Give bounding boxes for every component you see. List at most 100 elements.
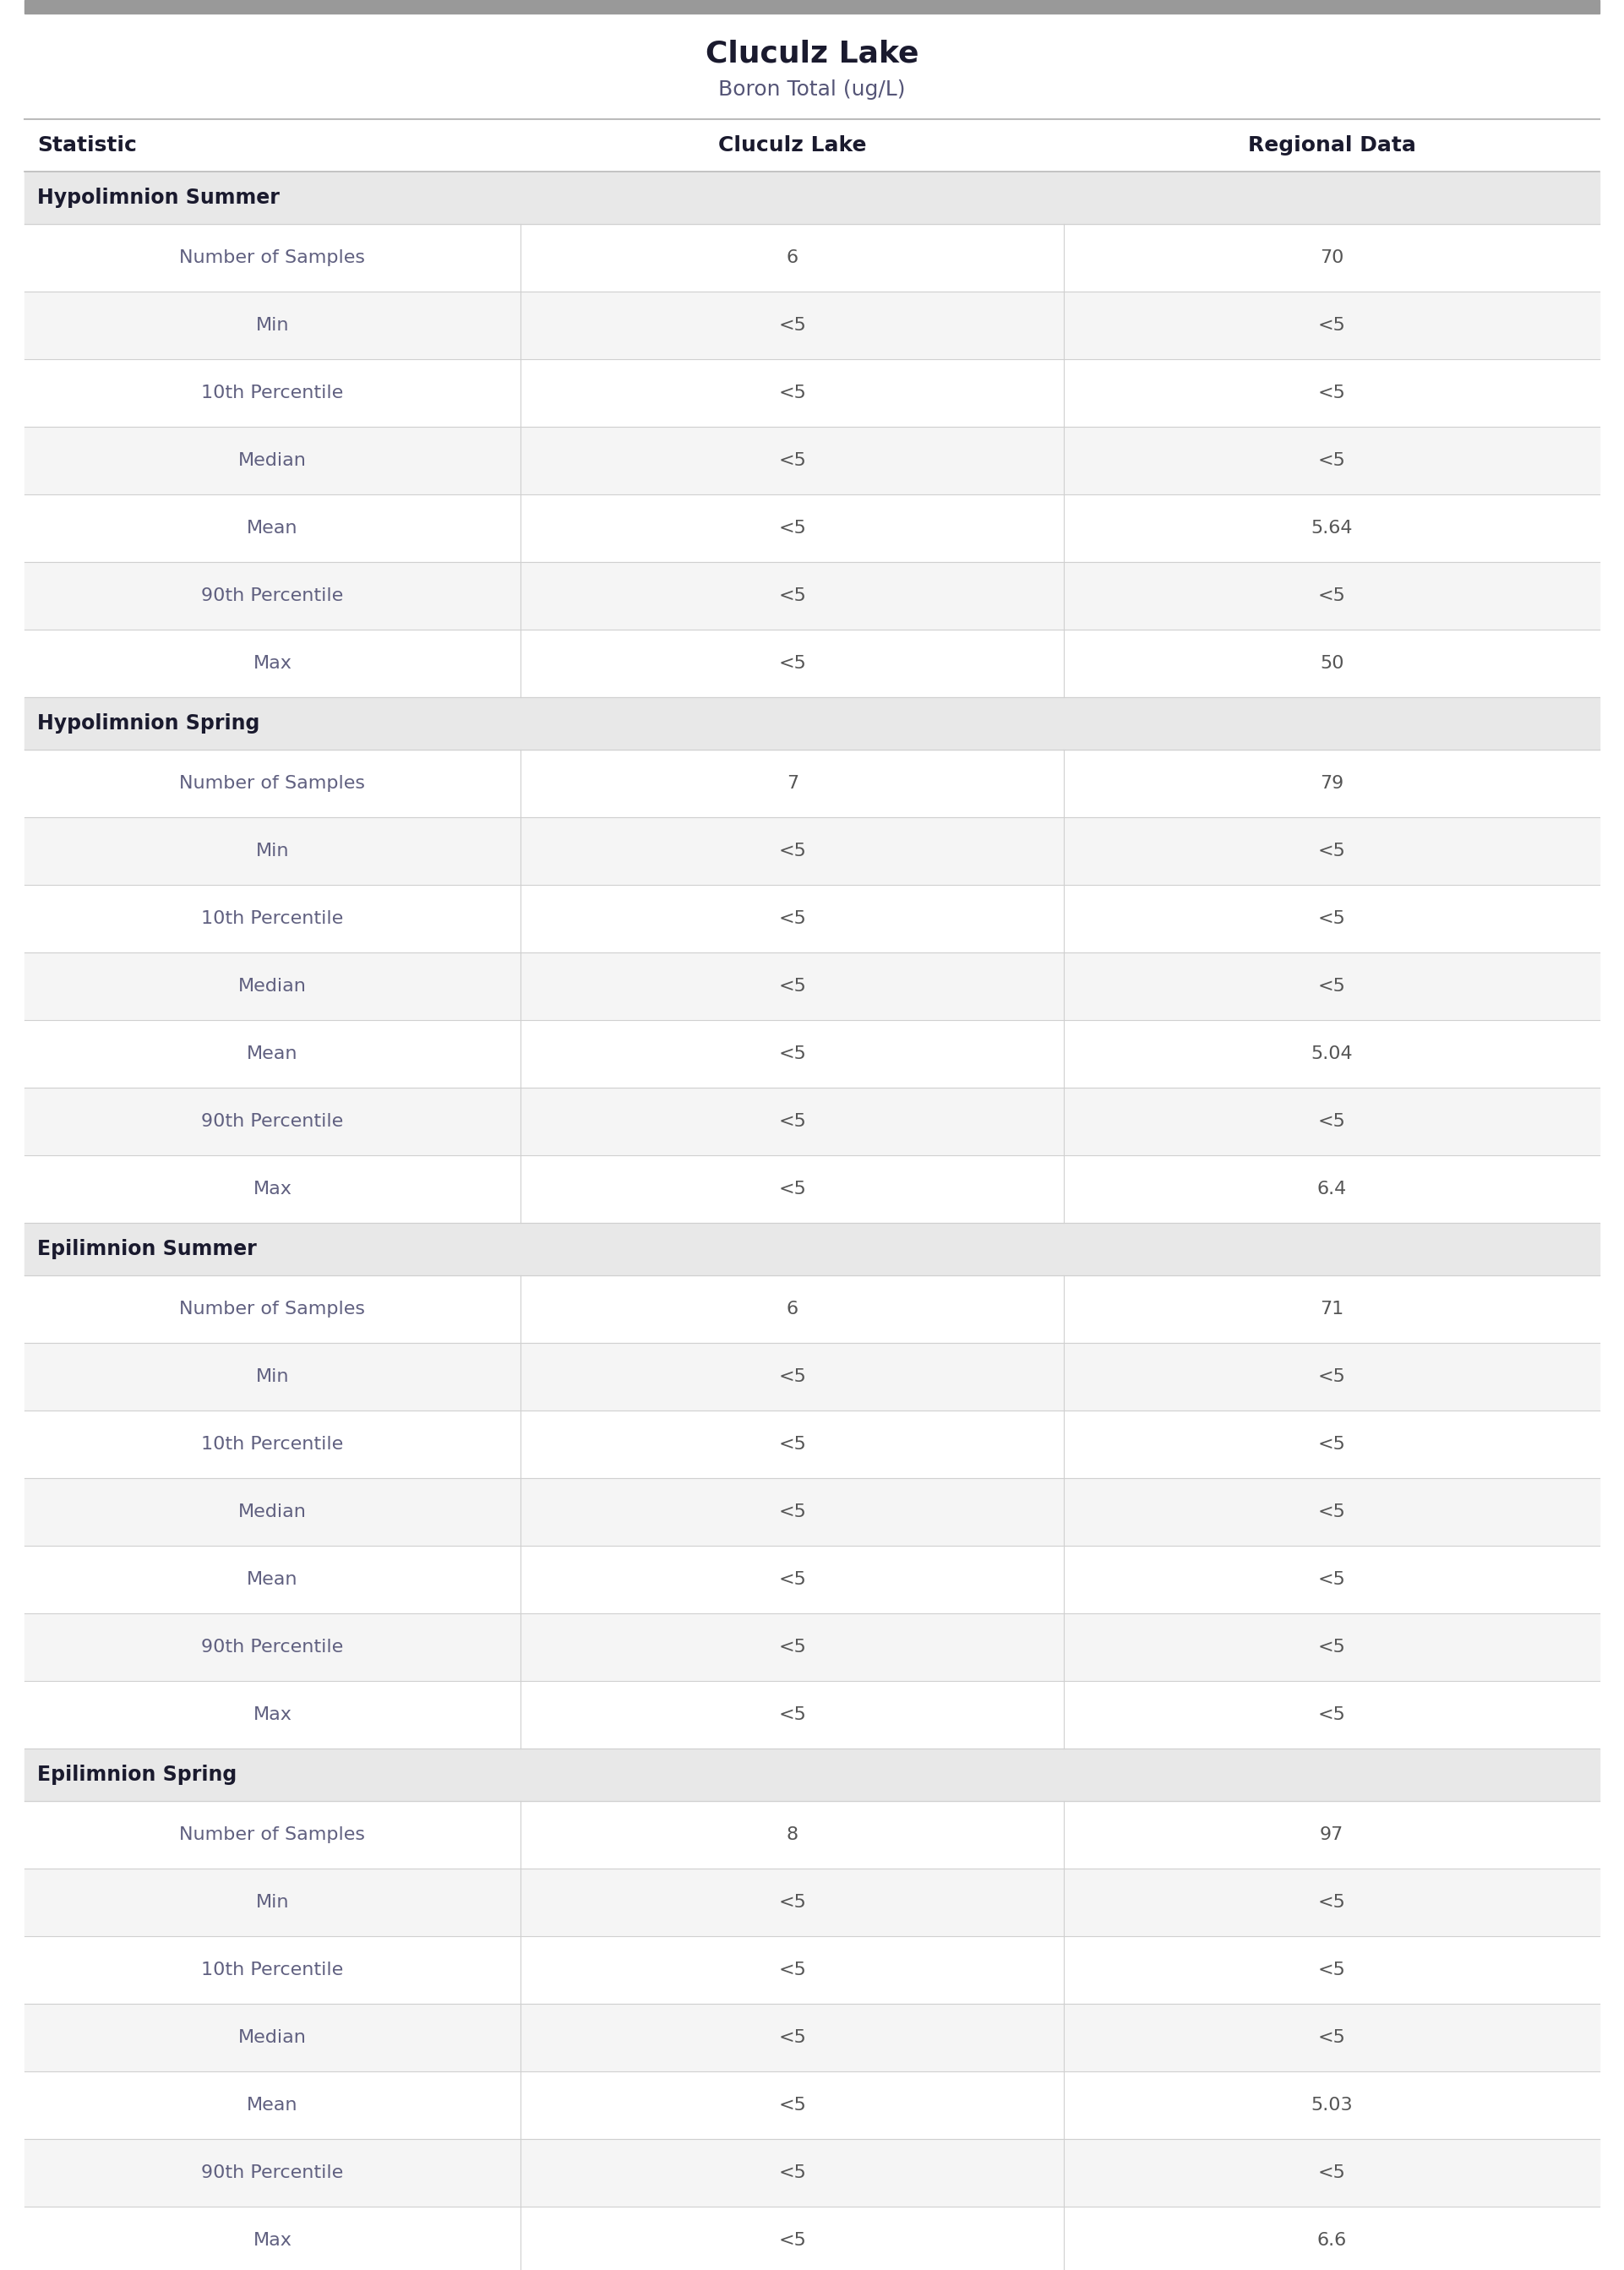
Bar	[24, 1087, 1600, 1155]
Text: <5: <5	[778, 1046, 806, 1062]
Text: 79: 79	[1320, 774, 1343, 792]
Bar	[24, 1546, 1600, 1614]
Text: <5: <5	[1319, 910, 1346, 926]
Bar	[24, 953, 1600, 1019]
Bar	[24, 2138, 1600, 2206]
Text: <5: <5	[1319, 2029, 1346, 2045]
Text: 10th Percentile: 10th Percentile	[201, 1961, 344, 1979]
Bar	[24, 0, 1600, 14]
Bar	[24, 885, 1600, 953]
Text: Mean: Mean	[247, 1571, 299, 1589]
Text: <5: <5	[778, 1707, 806, 1723]
Text: <5: <5	[778, 384, 806, 402]
Bar	[24, 1155, 1600, 1224]
Text: 10th Percentile: 10th Percentile	[201, 384, 344, 402]
Text: Statistic: Statistic	[37, 136, 136, 157]
Bar	[24, 749, 1600, 817]
Bar	[24, 1344, 1600, 1410]
Text: 5.64: 5.64	[1311, 520, 1353, 536]
Text: <5: <5	[778, 656, 806, 672]
Text: Mean: Mean	[247, 1046, 299, 1062]
Bar	[24, 1800, 1600, 1868]
Bar	[24, 1748, 1600, 1800]
Text: <5: <5	[1319, 978, 1346, 994]
Bar	[24, 1019, 1600, 1087]
Bar	[24, 2004, 1600, 2073]
Text: 6.4: 6.4	[1317, 1180, 1346, 1199]
Text: <5: <5	[1319, 588, 1346, 604]
Text: 10th Percentile: 10th Percentile	[201, 1437, 344, 1453]
Text: <5: <5	[1319, 1437, 1346, 1453]
Bar	[24, 118, 1600, 173]
Text: 90th Percentile: 90th Percentile	[201, 2163, 344, 2181]
Text: 6.6: 6.6	[1317, 2231, 1346, 2250]
Text: 6: 6	[786, 250, 799, 266]
Text: <5: <5	[778, 1180, 806, 1199]
Bar	[24, 1410, 1600, 1478]
Text: Min: Min	[255, 1369, 289, 1385]
Text: 90th Percentile: 90th Percentile	[201, 588, 344, 604]
Text: <5: <5	[778, 1503, 806, 1521]
Text: <5: <5	[1319, 1369, 1346, 1385]
Text: Median: Median	[239, 978, 307, 994]
Text: Max: Max	[253, 2231, 292, 2250]
Text: <5: <5	[778, 1961, 806, 1979]
Bar	[24, 629, 1600, 697]
Text: <5: <5	[1319, 384, 1346, 402]
Text: <5: <5	[778, 2231, 806, 2250]
Text: Epilimnion Summer: Epilimnion Summer	[37, 1239, 257, 1260]
Text: 5.04: 5.04	[1311, 1046, 1353, 1062]
Bar	[24, 2073, 1600, 2138]
Text: Boron Total (ug/L): Boron Total (ug/L)	[718, 79, 906, 100]
Text: Hypolimnion Spring: Hypolimnion Spring	[37, 713, 260, 733]
Text: <5: <5	[778, 2029, 806, 2045]
Text: <5: <5	[1319, 1571, 1346, 1589]
Bar	[24, 1868, 1600, 1936]
Text: Regional Data: Regional Data	[1247, 136, 1416, 157]
Text: <5: <5	[778, 1437, 806, 1453]
Text: <5: <5	[778, 2163, 806, 2181]
Bar	[24, 697, 1600, 749]
Text: <5: <5	[1319, 1112, 1346, 1130]
Text: <5: <5	[1319, 1893, 1346, 1911]
Text: <5: <5	[1319, 1707, 1346, 1723]
Text: Epilimnion Spring: Epilimnion Spring	[37, 1764, 237, 1784]
Text: Max: Max	[253, 656, 292, 672]
Text: Number of Samples: Number of Samples	[180, 1827, 365, 1843]
Bar	[24, 1276, 1600, 1344]
Text: 10th Percentile: 10th Percentile	[201, 910, 344, 926]
Text: Min: Min	[255, 1893, 289, 1911]
Bar	[24, 14, 1600, 118]
Text: <5: <5	[778, 1893, 806, 1911]
Text: <5: <5	[1319, 452, 1346, 470]
Text: Hypolimnion Summer: Hypolimnion Summer	[37, 188, 279, 209]
Text: <5: <5	[778, 842, 806, 860]
Text: 90th Percentile: 90th Percentile	[201, 1112, 344, 1130]
Bar	[24, 2206, 1600, 2270]
Text: 7: 7	[786, 774, 799, 792]
Text: 6: 6	[786, 1301, 799, 1317]
Text: Max: Max	[253, 1707, 292, 1723]
Bar	[24, 495, 1600, 563]
Text: Number of Samples: Number of Samples	[180, 250, 365, 266]
Text: Min: Min	[255, 318, 289, 334]
Text: Mean: Mean	[247, 520, 299, 536]
Text: <5: <5	[778, 2097, 806, 2113]
Text: 8: 8	[786, 1827, 799, 1843]
Text: <5: <5	[778, 910, 806, 926]
Text: <5: <5	[778, 318, 806, 334]
Bar	[24, 291, 1600, 359]
Text: <5: <5	[1319, 1503, 1346, 1521]
Bar	[24, 1224, 1600, 1276]
Bar	[24, 1478, 1600, 1546]
Text: <5: <5	[1319, 318, 1346, 334]
Bar	[24, 1682, 1600, 1748]
Bar	[24, 427, 1600, 495]
Bar	[24, 1936, 1600, 2004]
Text: <5: <5	[778, 1112, 806, 1130]
Bar	[24, 359, 1600, 427]
Text: Number of Samples: Number of Samples	[180, 774, 365, 792]
Bar	[24, 173, 1600, 225]
Bar	[24, 225, 1600, 291]
Text: 70: 70	[1320, 250, 1343, 266]
